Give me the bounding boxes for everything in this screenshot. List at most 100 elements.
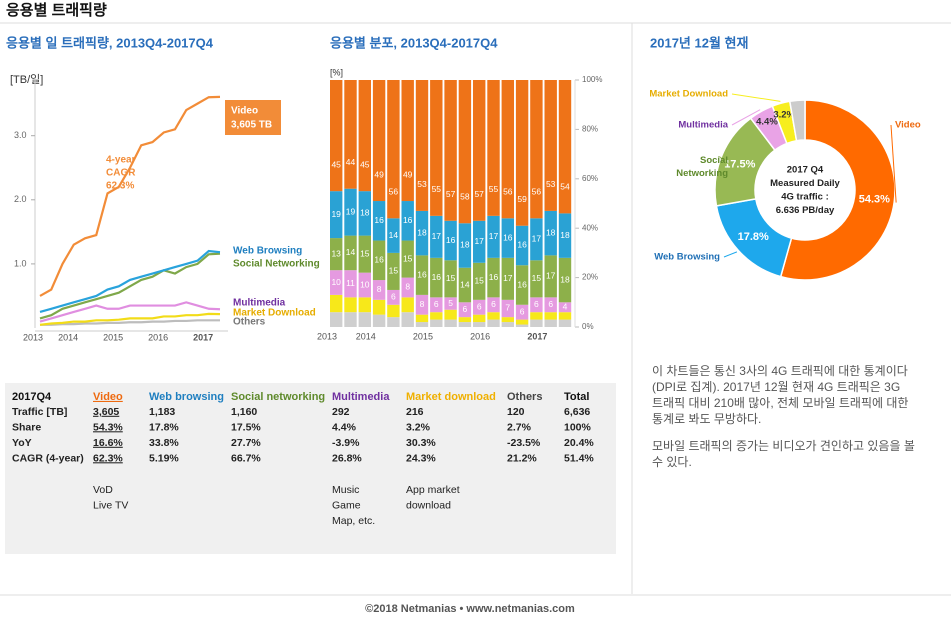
- table-cell: 21.2%: [507, 452, 537, 464]
- bar-segment: [444, 309, 457, 320]
- table-cell: 54.3%: [93, 421, 123, 433]
- data-label: 18: [360, 208, 370, 218]
- bar-segment: [415, 80, 429, 211]
- data-label: 17.8%: [738, 231, 769, 243]
- table-header: Total: [564, 391, 589, 403]
- donut-slice: [788, 99, 806, 142]
- bar-segment: [530, 312, 543, 320]
- leader-line: [718, 156, 733, 168]
- category-label: Social Networking: [676, 155, 728, 179]
- data-label: 16: [489, 272, 499, 282]
- data-label: 17: [532, 234, 542, 244]
- data-label: 8: [377, 284, 382, 294]
- bar-segment: [358, 312, 371, 327]
- bar-segment: [344, 235, 357, 271]
- data-label: 11: [346, 278, 355, 288]
- table-cell: Share: [12, 421, 41, 433]
- data-label: 59: [517, 194, 527, 204]
- chart-title: 응용별 일 트래픽량, 2013Q4-2017Q4: [6, 35, 214, 50]
- x-tick-label: 2017: [527, 331, 547, 341]
- table-cell: 17.5%: [231, 421, 261, 433]
- data-label: 16: [503, 232, 513, 242]
- table-header: Video: [93, 391, 123, 403]
- bar-segment: [387, 289, 400, 305]
- bar-segment: [458, 223, 472, 268]
- data-label: 6: [434, 299, 439, 309]
- bar-segment: [501, 317, 514, 323]
- table-note: App market: [406, 484, 460, 496]
- bar-segment: [473, 299, 486, 315]
- description: 모바일 트래픽의 증가는 비디오가 견인하고 있음을 볼: [652, 439, 915, 453]
- table-header: Multimedia: [332, 391, 390, 403]
- data-label: 6: [477, 301, 482, 311]
- bar-segment: [558, 257, 572, 303]
- bar-segment: [501, 322, 514, 327]
- data-label: 15: [474, 276, 484, 286]
- data-label: 8: [420, 299, 425, 309]
- bar-segment: [430, 257, 443, 298]
- table-cell: 66.7%: [231, 452, 261, 464]
- table-cell: 62.3%: [93, 452, 123, 464]
- table-cell: 1,183: [149, 406, 175, 418]
- bar-segment: [387, 218, 400, 253]
- bar-segment: [344, 80, 357, 189]
- table-cell: 27.7%: [231, 437, 261, 449]
- table-cell: CAGR (4-year): [12, 452, 84, 464]
- bar-segment: [358, 191, 371, 236]
- data-label: 49: [374, 169, 384, 179]
- data-label: 14: [389, 230, 399, 240]
- x-tick-label: 2015: [413, 331, 433, 341]
- data-label: 15: [446, 273, 456, 283]
- table-note: Map, etc.: [332, 515, 375, 527]
- bar-segment: [372, 314, 386, 327]
- data-label: 18: [417, 227, 427, 237]
- bar-segment: [401, 297, 414, 313]
- data-label: 16: [403, 215, 413, 225]
- data-label: 19: [331, 209, 341, 219]
- bar-segment: [444, 297, 457, 310]
- data-label: 49: [403, 169, 413, 179]
- data-label: 54: [560, 182, 570, 192]
- bar-segment: [358, 297, 371, 313]
- bar-segment: [401, 201, 414, 241]
- data-label: 6: [463, 304, 468, 314]
- data-label: 54.3%: [859, 193, 890, 205]
- bar-segment: [558, 80, 572, 214]
- bar-segment: [330, 238, 343, 271]
- bar-segment: [344, 297, 357, 313]
- y-tick-label: 80%: [582, 125, 598, 134]
- table-header: Others: [507, 391, 542, 403]
- y-tick-label: 2.0: [14, 194, 27, 204]
- data-label: 18: [460, 240, 470, 250]
- bar-segment: [330, 80, 343, 192]
- description: 트래픽 대비 210배 많아, 전체 모바일 트래픽에 대한: [652, 396, 908, 410]
- data-label: 18: [560, 230, 570, 240]
- description: 통계로 봐도 무방하다.: [652, 412, 761, 426]
- bar-segment: [401, 80, 414, 202]
- data-label: 57: [474, 189, 484, 199]
- description: (DPI로 집계). 2017년 12월 현재 4G 트래픽은 3G: [652, 380, 900, 394]
- bar-segment: [401, 240, 414, 278]
- table-cell: 4.4%: [332, 421, 357, 433]
- bar-segment: [487, 80, 500, 216]
- bar-segment: [544, 255, 557, 298]
- bar-segment: [387, 317, 400, 327]
- bar-segment: [530, 260, 543, 298]
- table-cell: -23.5%: [507, 437, 541, 449]
- table-cell: 3,605: [93, 406, 119, 418]
- table-cell: -3.9%: [332, 437, 360, 449]
- bar-segment: [372, 299, 386, 315]
- x-tick-label: 2016: [148, 332, 168, 342]
- page-title: 응용별 트래픽량: [6, 1, 107, 19]
- bar-segment: [558, 312, 572, 320]
- table-cell: 5.19%: [149, 452, 179, 464]
- bar-segment: [544, 319, 557, 327]
- bar-segment: [530, 218, 543, 261]
- bar-segment: [473, 322, 486, 327]
- table-cell: 3.2%: [406, 421, 431, 433]
- table-cell: 26.8%: [332, 452, 362, 464]
- table-note: download: [406, 499, 451, 511]
- bar-segment: [515, 324, 529, 327]
- data-label: 45: [360, 159, 370, 169]
